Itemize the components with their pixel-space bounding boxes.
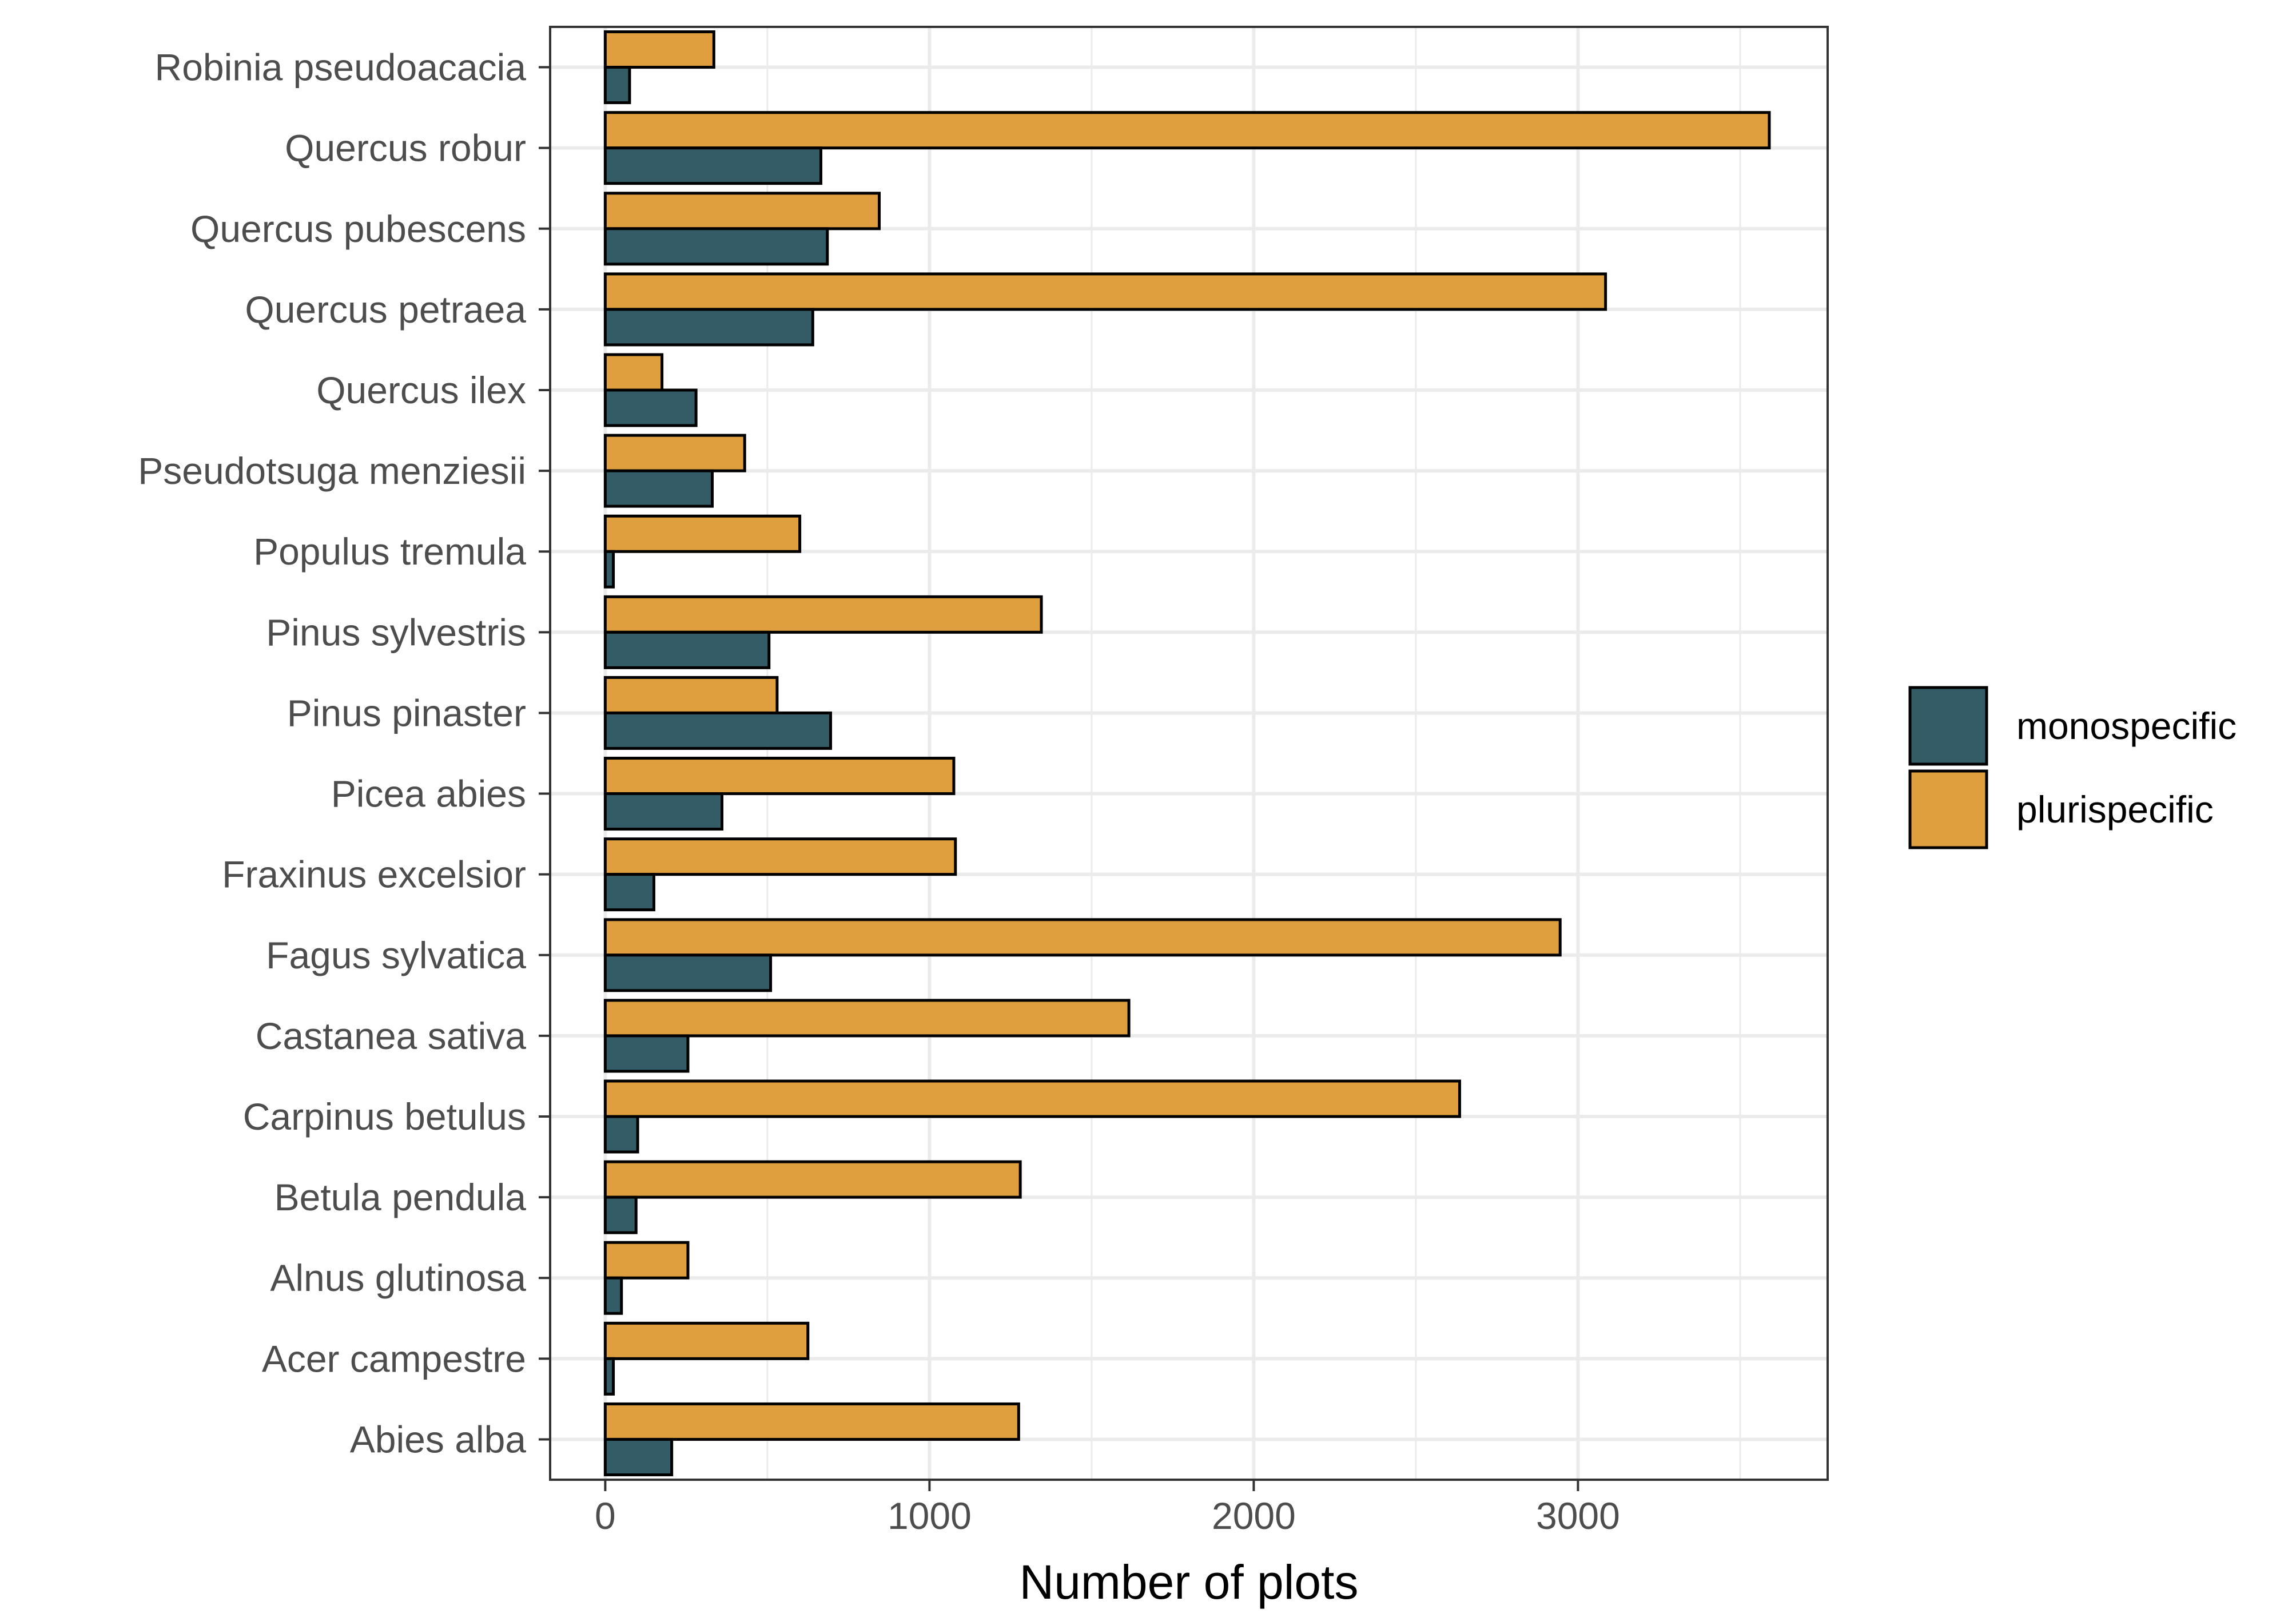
bar-plurispecific	[603, 757, 956, 796]
y-tick-label: Alnus glutinosa	[270, 1257, 526, 1299]
bar-monospecific	[603, 630, 771, 669]
x-tick-label: 2000	[1212, 1495, 1296, 1537]
bar-plurispecific	[603, 676, 779, 714]
bar-monospecific	[603, 66, 631, 105]
bar-monospecific	[603, 1034, 690, 1073]
bar-plurispecific	[603, 1160, 1022, 1199]
bar-monospecific	[603, 1276, 623, 1315]
bar-plurispecific	[603, 111, 1771, 150]
y-tick-label: Pinus sylvestris	[266, 611, 526, 653]
bar-plurispecific	[603, 837, 957, 876]
x-axis-title: Number of plots	[1020, 1555, 1359, 1609]
legend-label-plurispecific: plurispecific	[2016, 788, 2214, 831]
bars	[603, 30, 1771, 1476]
legend-key-plurispecific	[1908, 769, 1988, 849]
bar-monospecific	[603, 550, 615, 589]
legend-key-monospecific	[1908, 686, 1988, 766]
y-tick-label: Carpinus betulus	[243, 1095, 526, 1138]
bar-monospecific	[603, 227, 829, 266]
y-tick-label: Acer campestre	[262, 1337, 526, 1380]
bar-plurispecific	[603, 514, 802, 553]
bar-monospecific	[603, 1437, 674, 1476]
bar-plurispecific	[603, 30, 715, 69]
bar-plurispecific	[603, 1321, 810, 1360]
bar-monospecific	[603, 146, 822, 185]
bar-monospecific	[603, 873, 655, 912]
bar-plurispecific	[603, 353, 664, 392]
legend-label-monospecific: monospecific	[2016, 705, 2237, 747]
y-tick-label: Quercus petraea	[245, 288, 526, 331]
panel-background	[550, 27, 1828, 1480]
legend: monospecific plurispecific	[1908, 686, 2237, 849]
x-tick-label: 1000	[888, 1495, 972, 1537]
y-tick-label: Populus tremula	[253, 530, 526, 573]
y-tick-label: Fagus sylvatica	[266, 934, 526, 976]
bar-plurispecific	[603, 1402, 1020, 1441]
y-tick-label: Picea abies	[331, 773, 526, 815]
bar-monospecific	[603, 953, 773, 992]
y-tick-label: Betula pendula	[274, 1176, 527, 1218]
bar-monospecific	[603, 711, 832, 750]
y-tick-label: Robinia pseudoacacia	[155, 46, 527, 89]
bar-monospecific	[603, 1115, 639, 1154]
y-tick-label: Quercus ilex	[316, 369, 526, 411]
y-axis: Robinia pseudoacacia Quercus robur Quercus…	[138, 46, 550, 1460]
y-tick-label: Pseudotsuga menziesii	[138, 450, 526, 492]
bar-monospecific	[603, 792, 724, 831]
bar-plurispecific	[603, 999, 1131, 1038]
bar-plurispecific	[603, 1079, 1461, 1118]
x-tick-label: 0	[595, 1495, 616, 1537]
bar-plurispecific	[603, 272, 1607, 311]
y-tick-label: Pinus pinaster	[287, 692, 526, 734]
y-tick-label: Quercus robur	[285, 127, 526, 169]
bar-plurispecific	[603, 595, 1043, 634]
y-tick-label: Fraxinus excelsior	[222, 853, 526, 896]
panel-border	[549, 26, 1829, 1481]
bar-monospecific	[603, 1357, 615, 1396]
y-tick-label: Quercus pubescens	[190, 208, 526, 250]
x-axis: 0 1000 2000 3000	[595, 1480, 1620, 1537]
x-tick-label: 3000	[1536, 1495, 1620, 1537]
y-tick-label: Abies alba	[350, 1418, 527, 1460]
bar-monospecific	[603, 1195, 638, 1234]
bar-plurispecific	[603, 192, 881, 231]
bar-plurispecific	[603, 918, 1562, 957]
bar-monospecific	[603, 308, 814, 347]
bar-plurispecific	[603, 1241, 690, 1280]
bar-monospecific	[603, 388, 698, 427]
y-tick-label: Castanea sativa	[256, 1015, 527, 1057]
bar-monospecific	[603, 469, 714, 508]
bar-plurispecific	[603, 434, 746, 472]
